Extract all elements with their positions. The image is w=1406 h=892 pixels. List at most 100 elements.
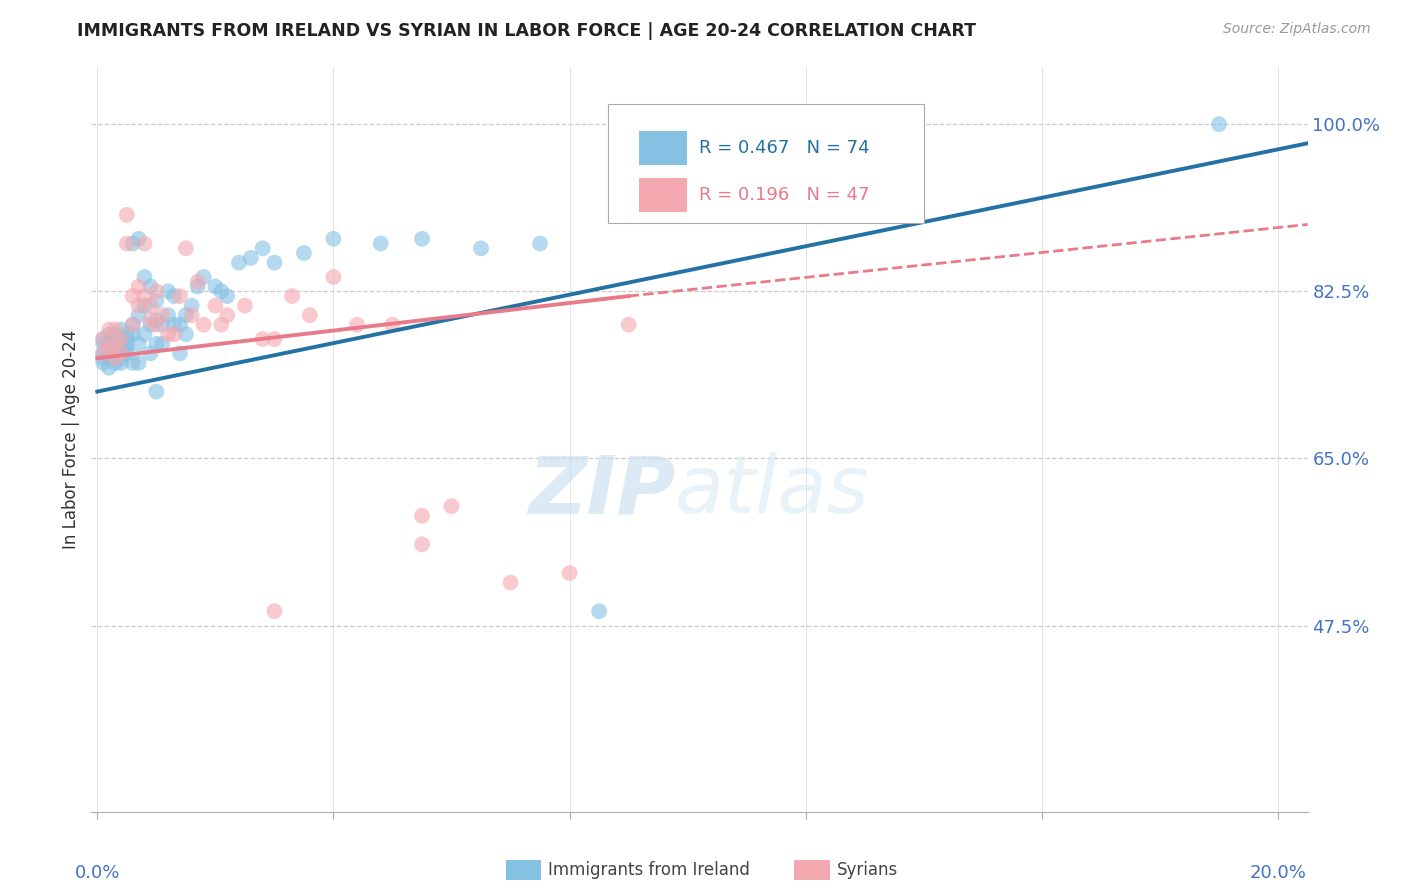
Point — [281, 289, 304, 303]
Point — [115, 208, 138, 222]
Point — [499, 575, 522, 590]
Point — [180, 299, 202, 313]
Point — [134, 236, 156, 251]
Point — [180, 308, 202, 322]
Point — [263, 332, 285, 346]
Point — [104, 356, 127, 370]
Point — [121, 356, 143, 370]
Point — [115, 336, 138, 351]
Point — [110, 346, 132, 360]
Point — [252, 241, 274, 255]
Point — [411, 508, 433, 523]
Point — [98, 346, 121, 360]
Point — [115, 342, 138, 356]
Text: Syrians: Syrians — [837, 861, 898, 879]
Point — [150, 336, 173, 351]
Point — [169, 346, 191, 360]
Point — [128, 232, 150, 246]
Point — [169, 289, 191, 303]
Point — [104, 332, 127, 346]
Point — [104, 336, 127, 351]
Point — [298, 308, 321, 322]
Point — [110, 332, 132, 346]
Point — [217, 289, 239, 303]
Point — [239, 251, 262, 265]
Point — [157, 285, 180, 299]
Point — [228, 255, 250, 269]
Point — [204, 299, 226, 313]
Point — [145, 293, 167, 308]
Point — [115, 236, 138, 251]
Point — [204, 279, 226, 293]
Point — [193, 270, 215, 285]
Point — [139, 346, 162, 360]
Point — [91, 332, 114, 346]
Point — [98, 351, 121, 366]
Point — [91, 351, 114, 366]
Text: R = 0.196   N = 47: R = 0.196 N = 47 — [699, 186, 870, 204]
Point — [163, 327, 186, 342]
Point — [98, 360, 121, 375]
Point — [1208, 117, 1230, 131]
FancyBboxPatch shape — [609, 104, 925, 223]
Y-axis label: In Labor Force | Age 20-24: In Labor Force | Age 20-24 — [62, 330, 80, 549]
Point — [263, 255, 285, 269]
Point — [187, 279, 209, 293]
Point — [157, 308, 180, 322]
Point — [292, 246, 315, 260]
Point — [134, 299, 156, 313]
Point — [145, 384, 167, 399]
Point — [134, 289, 156, 303]
Point — [134, 270, 156, 285]
Text: 0.0%: 0.0% — [75, 864, 120, 882]
Point — [381, 318, 404, 332]
Point — [209, 318, 232, 332]
Point — [209, 285, 232, 299]
Point — [617, 318, 640, 332]
Point — [104, 351, 127, 366]
Point — [115, 332, 138, 346]
Point — [588, 604, 610, 618]
Point — [121, 236, 143, 251]
Point — [174, 308, 197, 322]
Point — [139, 313, 162, 327]
Point — [91, 336, 114, 351]
Point — [252, 332, 274, 346]
Point — [91, 346, 114, 360]
Point — [440, 499, 463, 513]
Point — [128, 299, 150, 313]
Point — [110, 322, 132, 336]
Point — [411, 537, 433, 551]
Point — [110, 346, 132, 360]
Point — [110, 351, 132, 366]
Text: atlas: atlas — [675, 452, 870, 531]
Point — [145, 313, 167, 327]
Point — [134, 327, 156, 342]
Point — [115, 327, 138, 342]
Point — [121, 327, 143, 342]
Point — [98, 336, 121, 351]
Point — [91, 356, 114, 370]
Point — [91, 346, 114, 360]
Text: 20.0%: 20.0% — [1250, 864, 1306, 882]
Point — [174, 327, 197, 342]
Point — [128, 356, 150, 370]
Point — [91, 332, 114, 346]
Text: Immigrants from Ireland: Immigrants from Ireland — [548, 861, 751, 879]
Point — [346, 318, 368, 332]
Point — [104, 346, 127, 360]
Point — [104, 342, 127, 356]
Point — [145, 285, 167, 299]
Point — [139, 318, 162, 332]
Point — [169, 318, 191, 332]
Point — [98, 322, 121, 336]
Point — [110, 336, 132, 351]
Point — [163, 289, 186, 303]
Point — [157, 327, 180, 342]
Point — [115, 346, 138, 360]
Point — [233, 299, 256, 313]
Text: IMMIGRANTS FROM IRELAND VS SYRIAN IN LABOR FORCE | AGE 20-24 CORRELATION CHART: IMMIGRANTS FROM IRELAND VS SYRIAN IN LAB… — [77, 22, 976, 40]
Point — [470, 241, 492, 255]
Point — [128, 279, 150, 293]
Text: R = 0.467   N = 74: R = 0.467 N = 74 — [699, 139, 870, 157]
